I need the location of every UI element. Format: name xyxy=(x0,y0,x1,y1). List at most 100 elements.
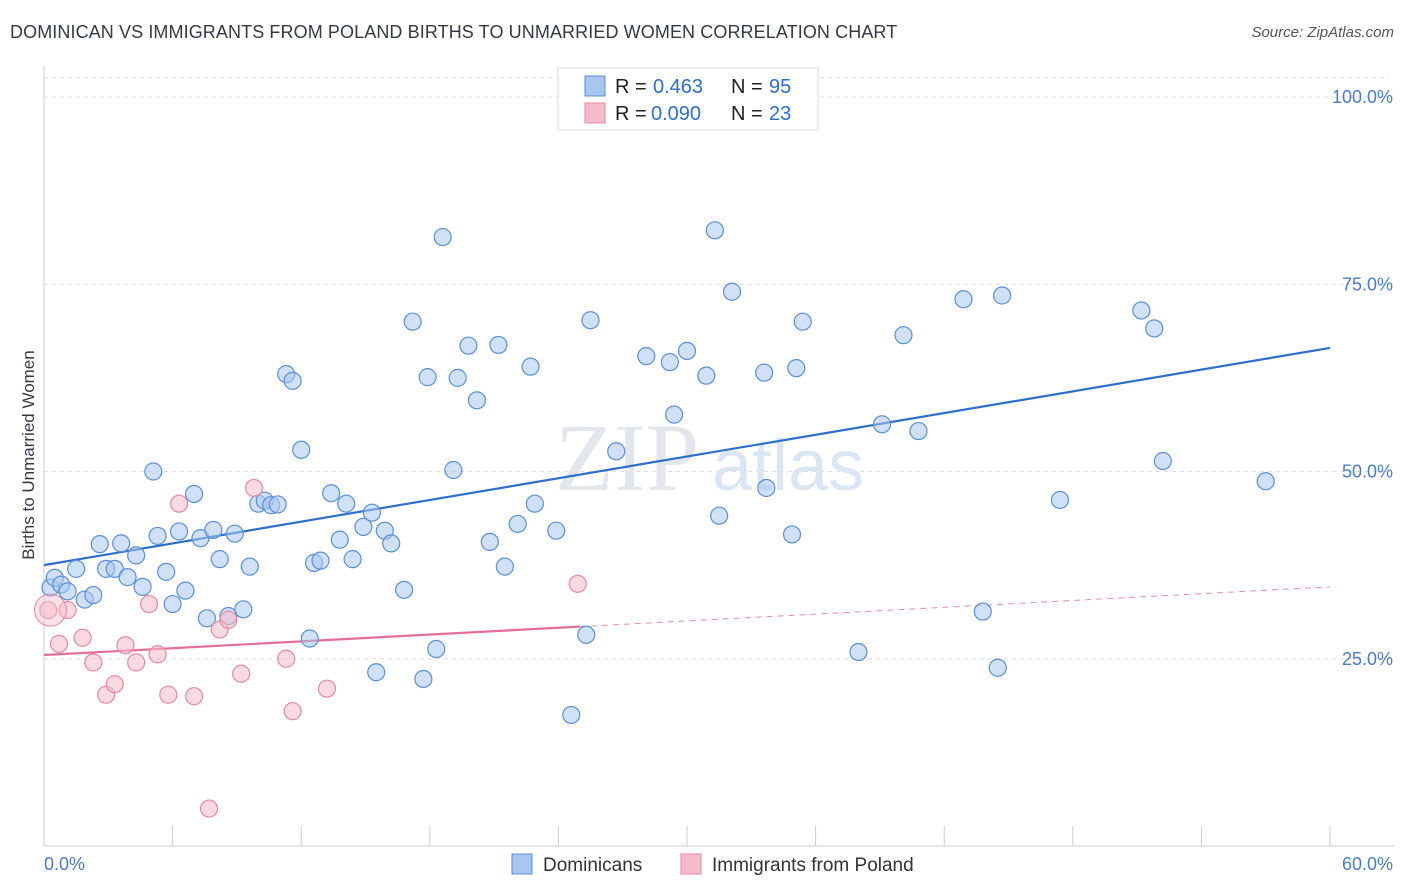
point-dominicans xyxy=(433,227,452,247)
point-dominicans xyxy=(1132,301,1151,320)
point-dominicans xyxy=(459,336,478,355)
axes xyxy=(43,66,1394,847)
y-axis-label: Births to Unmarried Women xyxy=(19,350,38,559)
legend-n-value: 23 xyxy=(769,103,791,125)
point-dominicans xyxy=(322,484,341,503)
point-dominicans xyxy=(448,368,467,387)
point-dominicans xyxy=(67,559,86,578)
point-poland xyxy=(283,702,302,721)
point-dominicans xyxy=(127,546,146,565)
point-dominicans xyxy=(234,600,253,619)
point-dominicans xyxy=(787,359,806,378)
point-dominicans xyxy=(697,366,716,385)
point-dominicans xyxy=(354,517,373,537)
point-poland xyxy=(84,653,103,672)
point-dominicans xyxy=(337,494,356,513)
point-dominicans xyxy=(988,658,1007,677)
point-dominicans xyxy=(292,440,311,459)
point-dominicans xyxy=(268,495,287,514)
point-dominicans xyxy=(495,557,514,576)
tick-labels: 25.0% 50.0% 75.0% 100.0% 0.0% 60.0% xyxy=(44,87,1393,874)
point-poland xyxy=(219,610,238,629)
trend-line-dominicans xyxy=(43,346,1331,567)
legend-top: R = 0.463 N = 95 R = 0.090 N = 23 xyxy=(557,67,819,131)
point-dominicans xyxy=(581,311,600,330)
point-dominicans xyxy=(414,669,433,689)
point-dominicans xyxy=(418,368,437,387)
point-dominicans xyxy=(382,534,401,553)
watermark: ZIP atlas xyxy=(555,404,864,511)
point-dominicans xyxy=(300,629,319,648)
point-dominicans xyxy=(480,532,499,552)
point-dominicans xyxy=(521,357,540,376)
point-dominicans xyxy=(1256,472,1275,491)
legend-r-value: 0.090 xyxy=(651,103,701,125)
point-dominicans xyxy=(755,363,774,382)
point-dominicans xyxy=(225,524,244,543)
point-dominicans xyxy=(311,551,330,570)
y-tick-label: 75.0% xyxy=(1342,274,1393,294)
y-tick-label: 50.0% xyxy=(1342,462,1393,482)
data-points xyxy=(33,221,1275,818)
watermark-atlas: atlas xyxy=(712,426,864,506)
point-dominicans xyxy=(84,585,103,605)
point-dominicans xyxy=(992,286,1012,305)
chart-title: DOMINICAN VS IMMIGRANTS FROM POLAND BIRT… xyxy=(10,22,898,42)
point-dominicans xyxy=(157,562,176,581)
point-dominicans xyxy=(197,609,216,628)
point-poland xyxy=(116,636,135,655)
point-dominicans xyxy=(677,341,697,361)
point-dominicans xyxy=(204,520,223,540)
point-dominicans xyxy=(909,421,928,441)
point-dominicans xyxy=(163,594,182,614)
x-tick-label: 0.0% xyxy=(44,854,85,874)
trend-line-poland-dashed xyxy=(579,586,1331,628)
point-dominicans xyxy=(133,577,152,596)
point-poland xyxy=(568,574,587,593)
point-dominicans xyxy=(176,581,195,600)
point-dominicans xyxy=(849,642,868,662)
point-poland xyxy=(244,478,264,498)
point-dominicans xyxy=(710,506,729,525)
point-dominicans xyxy=(782,525,802,544)
legend-label-dominicans: Dominicans xyxy=(543,855,642,876)
point-poland xyxy=(39,600,58,620)
point-dominicans xyxy=(894,326,913,345)
point-poland xyxy=(184,687,204,706)
point-dominicans xyxy=(722,282,742,301)
point-poland xyxy=(159,685,178,704)
point-poland xyxy=(127,653,146,672)
source-label: Source: ZipAtlas.com xyxy=(1251,24,1394,41)
point-poland xyxy=(73,628,92,647)
point-dominicans xyxy=(184,484,204,504)
legend-swatch-dominicans xyxy=(584,75,606,97)
legend-r-label: R = xyxy=(615,103,647,125)
point-poland xyxy=(139,594,159,614)
point-dominicans xyxy=(1153,451,1172,471)
point-dominicans xyxy=(394,580,414,599)
legend-r-label: R = xyxy=(615,76,647,98)
point-dominicans xyxy=(872,415,892,434)
point-poland xyxy=(58,600,77,620)
legend-swatch-dominicans xyxy=(511,853,533,875)
point-dominicans xyxy=(637,347,656,366)
point-dominicans xyxy=(343,550,362,569)
point-dominicans xyxy=(1050,490,1070,510)
point-poland-cluster xyxy=(33,593,67,627)
point-poland xyxy=(277,649,296,668)
point-poland xyxy=(317,679,337,698)
y-tick-label: 25.0% xyxy=(1342,649,1393,669)
point-poland xyxy=(49,634,69,653)
point-poland xyxy=(169,494,189,513)
point-dominicans xyxy=(403,312,422,331)
point-dominicans xyxy=(757,478,776,498)
point-dominicans xyxy=(240,557,259,576)
point-dominicans xyxy=(283,371,302,390)
point-dominicans xyxy=(577,625,596,644)
point-dominicans xyxy=(148,526,167,546)
y-tick-label: 100.0% xyxy=(1332,87,1393,107)
point-dominicans xyxy=(444,460,463,480)
point-dominicans xyxy=(547,521,566,540)
point-dominicans xyxy=(210,550,229,569)
legend-swatch-poland xyxy=(584,102,606,124)
